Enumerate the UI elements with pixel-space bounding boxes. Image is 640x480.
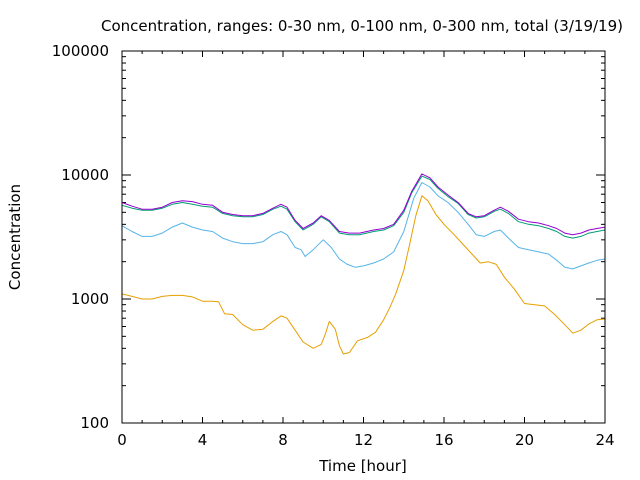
x-tick-label: 8: [278, 431, 288, 449]
x-tick-label: 24: [595, 431, 614, 449]
plot-frame: [121, 50, 606, 424]
x-tick-label: 12: [354, 431, 373, 449]
y-tick-label: 1000: [71, 290, 109, 308]
x-tick-label: 0: [117, 431, 127, 449]
series-line-3: [121, 175, 606, 239]
x-tick-label: 4: [198, 431, 208, 449]
y-axis-label: Concentration: [6, 184, 24, 290]
y-tick-label: 10000: [61, 166, 109, 184]
series-line-1: [121, 195, 606, 355]
series-group: [121, 173, 606, 355]
x-axis-label: Time [hour]: [318, 457, 407, 475]
series-line-2: [121, 182, 606, 270]
x-tick-label: 20: [515, 431, 534, 449]
series-line-4: [121, 173, 606, 236]
y-tick-label: 100000: [52, 42, 109, 60]
x-tick-label: 16: [434, 431, 453, 449]
y-tick-label: 100: [80, 414, 109, 432]
chart-title: Concentration, ranges: 0-30 nm, 0-100 nm…: [101, 17, 623, 35]
axis-ticks: 0 4 8 12 16 20 24 100 1000 10000 100000: [52, 42, 615, 449]
